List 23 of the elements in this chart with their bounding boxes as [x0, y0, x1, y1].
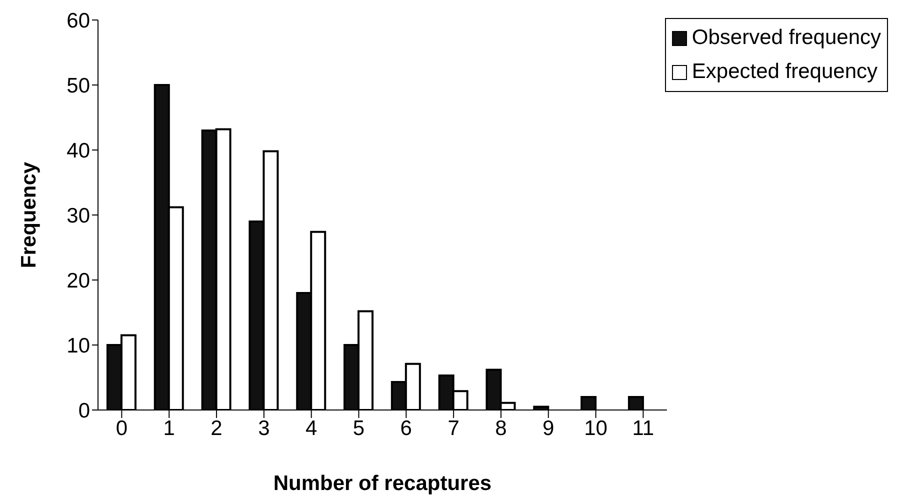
x-tick-label: 3 — [258, 416, 270, 440]
x-tick-label: 11 — [632, 416, 654, 440]
y-axis-title: Frequency — [17, 162, 40, 268]
y-tick-label: 60 — [66, 9, 90, 32]
y-tick-label: 0 — [78, 399, 90, 422]
x-tick-label: 2 — [210, 416, 222, 440]
x-tick-label: 4 — [305, 416, 318, 440]
y-tick-label: 30 — [66, 204, 90, 228]
x-tick-label: 10 — [584, 416, 608, 440]
x-tick-label: 9 — [542, 416, 554, 440]
y-tick-label: 20 — [66, 269, 90, 292]
x-tick-label: 8 — [495, 416, 507, 440]
x-axis-title: Number of recaptures — [273, 472, 492, 495]
legend-label: Observed frequency — [692, 25, 881, 51]
x-tick-label: 5 — [352, 416, 365, 440]
y-tick-label: 50 — [66, 74, 90, 98]
x-tick-label: 6 — [400, 416, 412, 440]
x-tick-label: 0 — [116, 416, 128, 440]
x-tick-label: 7 — [448, 416, 460, 440]
legend-label: Expected frequency — [692, 59, 878, 85]
y-tick-label: 40 — [66, 139, 90, 162]
x-tick-label: 1 — [163, 416, 175, 440]
y-tick-label: 10 — [66, 334, 90, 358]
